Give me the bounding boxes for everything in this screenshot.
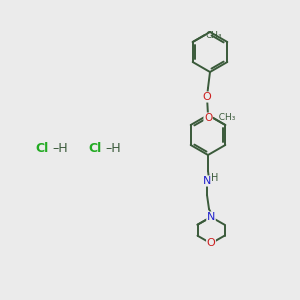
Text: N: N [203,176,211,186]
Text: –H: –H [105,142,121,154]
Text: Cl: Cl [35,142,49,154]
Text: CH₃: CH₃ [206,31,222,40]
Text: –H: –H [52,142,68,154]
Text: H: H [211,173,219,183]
Text: Cl: Cl [88,142,102,154]
Text: O: O [207,238,215,248]
Text: CH₃: CH₃ [213,113,236,122]
Text: N: N [207,212,215,222]
Text: O: O [204,113,212,123]
Text: O: O [202,92,211,102]
